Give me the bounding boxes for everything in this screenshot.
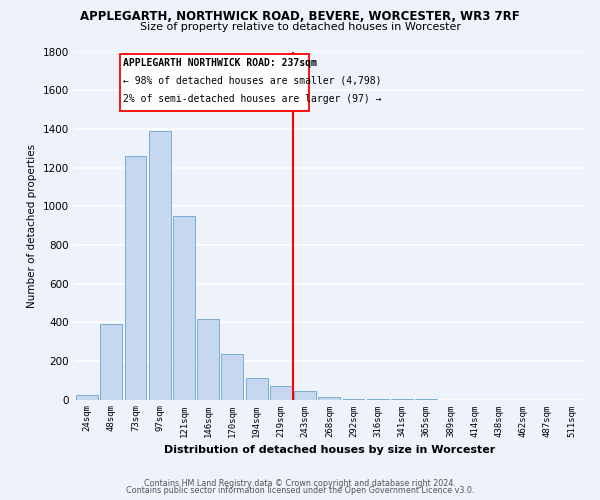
Bar [221, 354, 244, 400]
Bar [125, 156, 146, 400]
Y-axis label: Number of detached properties: Number of detached properties [27, 144, 37, 308]
Bar [367, 399, 389, 400]
Text: Size of property relative to detached houses in Worcester: Size of property relative to detached ho… [139, 22, 461, 32]
Text: Contains public sector information licensed under the Open Government Licence v3: Contains public sector information licen… [126, 486, 474, 495]
Bar [100, 324, 122, 400]
Bar [246, 378, 268, 400]
X-axis label: Distribution of detached houses by size in Worcester: Distribution of detached houses by size … [164, 445, 495, 455]
Bar [270, 386, 292, 400]
Bar [343, 398, 364, 400]
Bar [197, 320, 219, 400]
Bar [294, 391, 316, 400]
Bar [319, 396, 340, 400]
Text: APPLEGARTH, NORTHWICK ROAD, BEVERE, WORCESTER, WR3 7RF: APPLEGARTH, NORTHWICK ROAD, BEVERE, WORC… [80, 10, 520, 23]
Text: ← 98% of detached houses are smaller (4,798): ← 98% of detached houses are smaller (4,… [124, 76, 382, 86]
Text: 2% of semi-detached houses are larger (97) →: 2% of semi-detached houses are larger (9… [124, 94, 382, 104]
Text: Contains HM Land Registry data © Crown copyright and database right 2024.: Contains HM Land Registry data © Crown c… [144, 478, 456, 488]
Bar [76, 394, 98, 400]
FancyBboxPatch shape [120, 54, 309, 112]
Bar [149, 131, 170, 400]
Bar [173, 216, 195, 400]
Text: APPLEGARTH NORTHWICK ROAD: 237sqm: APPLEGARTH NORTHWICK ROAD: 237sqm [124, 58, 317, 68]
